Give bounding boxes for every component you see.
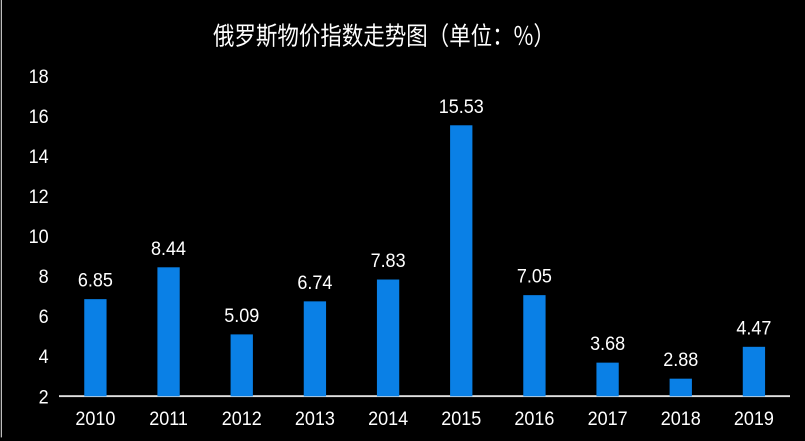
svg-text:2015: 2015 [441,408,481,430]
svg-text:15.53: 15.53 [439,96,484,118]
svg-text:2: 2 [39,387,49,409]
svg-text:2.88: 2.88 [663,349,698,371]
svg-text:6.74: 6.74 [297,272,332,294]
svg-text:6.85: 6.85 [78,270,113,292]
svg-text:2011: 2011 [149,408,188,430]
svg-text:6: 6 [39,306,49,328]
svg-text:10: 10 [29,226,49,248]
svg-text:2013: 2013 [295,408,335,430]
svg-text:4.47: 4.47 [736,318,771,340]
svg-text:2010: 2010 [75,408,115,430]
svg-text:7.05: 7.05 [517,266,552,288]
svg-text:16: 16 [29,106,49,128]
svg-text:2017: 2017 [588,408,628,430]
svg-text:8: 8 [39,266,49,288]
svg-text:2012: 2012 [222,408,262,430]
svg-text:4: 4 [39,346,49,368]
svg-text:3.68: 3.68 [590,333,625,355]
svg-text:2014: 2014 [368,408,408,430]
svg-text:14: 14 [29,146,49,168]
svg-text:12: 12 [29,186,49,208]
svg-text:5.09: 5.09 [224,305,259,327]
svg-text:2019: 2019 [734,408,774,430]
svg-text:18: 18 [29,66,49,88]
svg-text:2016: 2016 [514,408,554,430]
svg-text:2018: 2018 [661,408,701,430]
svg-text:7.83: 7.83 [371,250,406,272]
svg-text:8.44: 8.44 [151,238,186,260]
